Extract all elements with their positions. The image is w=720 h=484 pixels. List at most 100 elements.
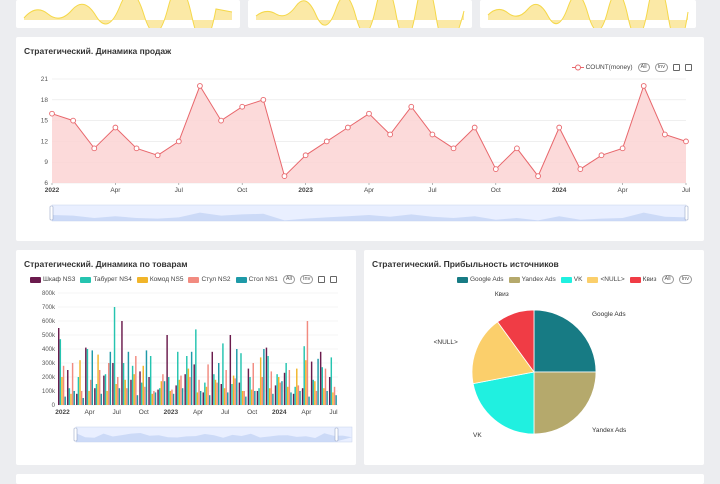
line-point-3 (112, 124, 119, 131)
bar-1-21 (249, 377, 251, 405)
bar-1-28 (312, 379, 314, 405)
pie-legend-swatch-1 (508, 276, 520, 283)
bar-1-0 (59, 339, 62, 405)
line-point-9 (239, 103, 246, 110)
bar-2-28 (314, 381, 316, 405)
bar-4-5 (109, 351, 112, 405)
bar-legend-label-4: Стол NS1 (248, 276, 278, 283)
bar-ytick-4: 400k (42, 347, 56, 353)
bar-2-13 (178, 379, 181, 405)
line-point-0 (49, 110, 55, 117)
pie-chart-plot[interactable]: Google Ads Yandex Ads VK <NULL> Квиз (364, 250, 704, 465)
bar-ytick-8: 800k (42, 291, 56, 297)
bar-0-19 (229, 335, 232, 405)
bar-3-11 (162, 374, 164, 405)
pie-chart-title: Стратегический. Прибыльность источников (372, 259, 559, 269)
legend-count-money[interactable]: COUNT(money) (571, 64, 633, 71)
bar-1-18 (222, 343, 224, 405)
line-chart-legend: COUNT(money) All Inv (571, 63, 692, 72)
bar-3-29 (324, 368, 327, 405)
line-point-21 (492, 166, 499, 172)
top-card-sales-sum (16, 0, 240, 28)
line-zoom-reset-icon[interactable] (685, 64, 692, 71)
line-xtick-5: Apr (364, 187, 375, 194)
bar-legend-item-1[interactable]: Табурет NS4 (80, 276, 132, 283)
bar-4-8 (136, 395, 139, 405)
bar-ytick-3: 300k (42, 361, 56, 367)
bar-legend-item-4[interactable]: Стол NS1 (235, 276, 278, 283)
bar-zoom-reset-icon[interactable] (330, 276, 338, 283)
bar-chart-plot[interactable]: 0 100k 200k 300k 400k 500k 600k 700k 800k 2022 Apr… (16, 250, 356, 465)
bar-3-19 (234, 378, 236, 405)
pie-legend-item-0[interactable]: Google Ads (456, 276, 504, 283)
bar-1-9 (140, 382, 143, 405)
pie-legend-label-4: Квиз (642, 276, 657, 283)
bar-0-14 (184, 374, 186, 405)
pie-toolbar-all-button[interactable]: All (661, 275, 674, 284)
line-toolbar-inv-button[interactable]: Inv (654, 63, 668, 72)
bar-4-26 (299, 391, 301, 405)
bar-1-26 (294, 386, 296, 405)
line-xtick-10: Jul (682, 187, 691, 194)
bar-0-24 (274, 385, 277, 405)
line-point-4 (133, 145, 140, 152)
line-point-18 (429, 131, 436, 138)
bar-1-2 (77, 377, 80, 405)
bar-1-30 (330, 357, 333, 405)
bar-legend-item-3[interactable]: Стул NS2 (188, 276, 231, 283)
bar-2-9 (142, 365, 144, 405)
line-point-23 (535, 173, 541, 179)
line-point-25 (577, 166, 584, 172)
bar-2-26 (296, 368, 298, 405)
line-zoom-select-icon[interactable] (673, 64, 680, 71)
bar-ytick-7: 700k (42, 305, 56, 311)
line-chart-plot[interactable]: 6 9 12 15 18 21 2022 Apr Jul Oct 2023 Apr Jul Oct 2024… (16, 37, 704, 241)
pie-legend-swatch-3 (587, 276, 599, 283)
bar-0-3 (85, 347, 87, 405)
pie-legend-item-2[interactable]: VK (560, 276, 582, 283)
bar-toolbar-all-button[interactable]: All (282, 275, 296, 284)
bar-ytick-6: 600k (42, 319, 56, 325)
bar-legend-swatch-1 (80, 276, 92, 283)
line-toolbar-all-button[interactable]: All (637, 63, 650, 72)
bar-toolbar-inv-button[interactable]: Inv (300, 275, 314, 284)
card-products-dynamics: Стратегический. Динамика по товарам Шкаф… (16, 250, 356, 465)
bar-xtick-2: Jul (113, 409, 122, 416)
bar-3-9 (144, 386, 146, 405)
bar-4-24 (281, 381, 283, 405)
bar-2-27 (305, 360, 307, 405)
bar-1-1 (68, 388, 71, 405)
sparkline-2-area (256, 0, 464, 28)
bar-3-2 (80, 391, 83, 405)
bar-0-17 (211, 351, 213, 405)
sparkline-2 (255, 0, 465, 28)
pie-toolbar-inv-button[interactable]: Inv (678, 275, 692, 284)
line-point-24 (556, 124, 563, 131)
bar-2-16 (205, 386, 208, 405)
bar-zoom-select-icon[interactable] (318, 276, 326, 283)
line-point-1 (70, 117, 76, 124)
line-xtick-9: Apr (618, 187, 629, 194)
pie-chart-legend: Google Ads Yandex Ads VK <NULL> Квиз All Inv (456, 275, 692, 284)
pie-legend-item-1[interactable]: Yandex Ads (508, 276, 556, 283)
pie-legend-item-4[interactable]: Квиз (629, 276, 657, 283)
bar-legend-item-2[interactable]: Комод NS5 (136, 276, 183, 283)
bar-2-29 (323, 388, 325, 405)
bar-0-22 (256, 391, 259, 405)
line-xtick-4: 2023 (298, 187, 313, 194)
sparkline-3 (487, 0, 689, 28)
sparkline-1-line (23, 0, 233, 28)
pie-slice-3 (471, 321, 535, 385)
line-point-6 (175, 138, 182, 145)
line-point-20 (471, 124, 478, 131)
bar-xtick-6: Jul (221, 409, 230, 416)
bar-2-18 (223, 388, 226, 405)
line-point-17 (408, 103, 415, 110)
bar-0-29 (319, 351, 322, 405)
bar-1-13 (177, 351, 179, 405)
bar-legend-item-0[interactable]: Шкаф NS3 (30, 276, 75, 283)
pie-label-3: <NULL> (434, 339, 458, 346)
pie-legend-item-3[interactable]: <NULL> (587, 276, 625, 283)
bar-2-11 (160, 381, 163, 405)
bar-ytick-1: 100k (42, 389, 56, 395)
